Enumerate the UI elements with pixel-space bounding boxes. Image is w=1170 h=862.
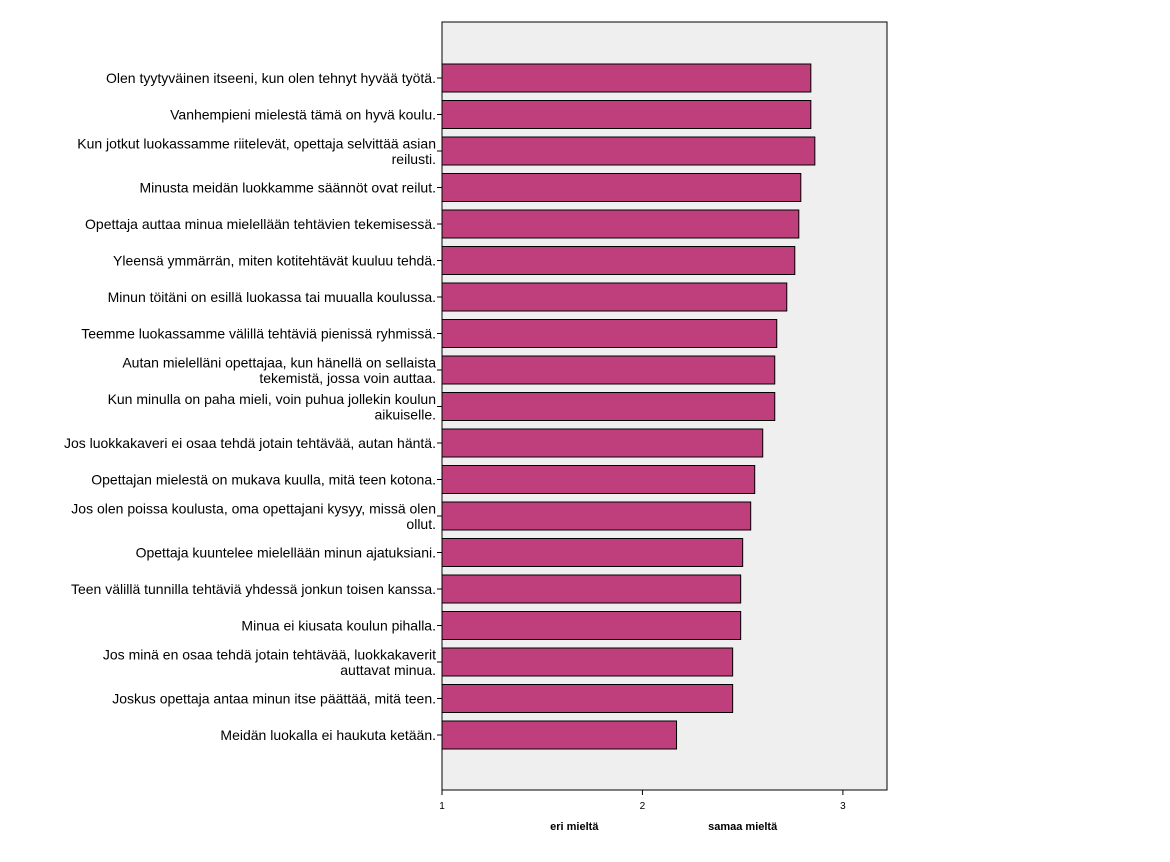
bar	[441, 355, 776, 385]
bar	[441, 684, 734, 713]
category-label: auttavat minua.	[340, 662, 436, 678]
x-tick-label: 1	[439, 801, 445, 812]
bar	[441, 574, 742, 604]
category-label: Kun jotkut luokassamme riitelevät, opett…	[77, 135, 436, 151]
category-label: Minusta meidän luokkamme säännöt ovat re…	[140, 180, 436, 196]
category-label: ollut.	[406, 516, 436, 532]
category-label: Opettaja auttaa minua mielellään tehtävi…	[85, 216, 436, 232]
category-label: Yleensä ymmärrän, miten kotitehtävät kuu…	[113, 253, 436, 269]
x-tick-label: 2	[640, 801, 646, 812]
category-label: Jos minä en osaa tehdä jotain tehtävää, …	[103, 646, 436, 662]
bar	[441, 246, 796, 275]
category-label: Opettaja kuuntelee mielellään minun ajat…	[136, 545, 436, 561]
bar	[441, 720, 678, 750]
category-label: Minua ei kiusata koulun pihalla.	[241, 618, 436, 634]
category-label: reilusti.	[392, 151, 436, 167]
x-axis-anchor-labels: eri mieltä samaa mieltä	[550, 821, 778, 833]
bar	[441, 319, 778, 348]
bars-layer	[441, 63, 816, 750]
category-label: tekemistä, jossa voin auttaa.	[259, 370, 436, 386]
category-label: Teen välillä tunnilla tehtäviä yhdessä j…	[71, 581, 436, 597]
bar	[441, 392, 776, 421]
bar	[441, 63, 812, 93]
x-tick-label: 3	[840, 801, 846, 812]
category-label: Olen tyytyväinen itseeni, kun olen tehny…	[106, 70, 436, 86]
category-label: Minun töitäni on esillä luokassa tai muu…	[108, 289, 436, 305]
category-labels: Olen tyytyväinen itseeni, kun olen tehny…	[64, 70, 442, 743]
bar	[441, 136, 816, 166]
category-label: Meidän luokalla ei haukuta ketään.	[220, 727, 436, 743]
category-label: Joskus opettaja antaa minun itse päättää…	[112, 691, 436, 707]
bar	[441, 282, 788, 312]
x-anchor-label: samaa mieltä	[708, 821, 778, 833]
bar	[441, 465, 756, 494]
bar	[441, 647, 734, 677]
category-label: Autan mielelläni opettajaa, kun hänellä …	[122, 354, 436, 370]
bar	[441, 611, 742, 640]
bar	[441, 501, 752, 531]
category-label: Teemme luokassamme välillä tehtäviä pien…	[81, 326, 436, 342]
category-label: Jos olen poissa koulusta, oma opettajani…	[71, 500, 436, 516]
category-label: Kun minulla on paha mieli, voin puhua jo…	[108, 391, 436, 407]
category-label: Jos luokkakaveri ei osaa tehdä jotain te…	[64, 435, 436, 451]
bar	[441, 428, 764, 458]
bar	[441, 100, 812, 129]
bar	[441, 173, 802, 202]
category-label: Vanhempieni mielestä tämä on hyvä koulu.	[170, 107, 436, 123]
x-anchor-label: eri mieltä	[550, 821, 599, 833]
category-label: Opettajan mielestä on mukava kuulla, mit…	[91, 472, 436, 488]
x-axis-ticks: 1 2 3	[439, 790, 846, 812]
category-label: aikuiselle.	[375, 406, 436, 422]
bar	[441, 209, 800, 239]
bar	[441, 538, 744, 567]
